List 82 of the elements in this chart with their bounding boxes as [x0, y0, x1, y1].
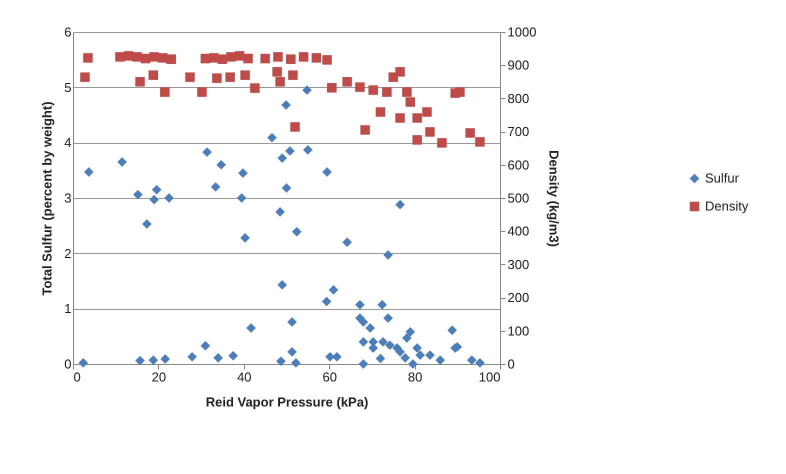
- point: [124, 51, 134, 61]
- point: [368, 85, 378, 95]
- y2-tick-label: 1000: [508, 24, 536, 40]
- y-tick-label: 2: [64, 246, 72, 261]
- point: [149, 52, 159, 62]
- y2-tick-label: 300: [508, 256, 530, 272]
- point: [290, 122, 300, 132]
- point: [312, 53, 322, 63]
- y-tick-label: 6: [64, 24, 72, 40]
- y-tick-label: 5: [64, 80, 72, 95]
- point: [83, 53, 93, 63]
- x-tick-label: 20: [152, 370, 166, 384]
- point: [422, 107, 432, 117]
- y-axis-title: Total Sulfur (percent by weight): [39, 101, 54, 296]
- y-tick-label: 0: [64, 356, 72, 372]
- point: [360, 125, 370, 135]
- y2-tick-label: 200: [508, 290, 530, 306]
- point: [250, 83, 260, 93]
- point: [225, 72, 235, 82]
- point: [465, 128, 475, 138]
- x-tick-label: 40: [237, 370, 252, 384]
- point: [395, 67, 405, 77]
- point: [158, 53, 168, 63]
- y2-tick-label: 100: [508, 323, 530, 338]
- x-axis-title: Reid Vapor Pressure (kPa): [206, 394, 368, 410]
- point: [342, 77, 352, 87]
- point: [226, 52, 236, 62]
- point: [395, 113, 405, 123]
- point: [132, 52, 142, 62]
- point: [148, 70, 158, 80]
- point: [475, 137, 485, 147]
- point: [260, 54, 270, 64]
- point: [243, 54, 253, 64]
- point: [327, 83, 337, 93]
- x-tick-label: 80: [408, 370, 422, 384]
- y2-tick-label: 700: [508, 124, 530, 140]
- point: [288, 70, 298, 80]
- legend-label: Sulfur: [705, 170, 740, 186]
- point: [234, 51, 244, 61]
- point: [455, 87, 465, 97]
- point: [322, 55, 332, 65]
- point: [240, 70, 250, 80]
- y2-tick-label: 0: [508, 356, 515, 372]
- point: [185, 72, 195, 82]
- point: [355, 82, 365, 92]
- point: [197, 87, 207, 97]
- y-tick-label: 3: [64, 190, 72, 206]
- point: [212, 73, 222, 83]
- y2-tick-label: 600: [508, 157, 530, 172]
- x-tick-label: 100: [478, 370, 500, 384]
- point: [218, 54, 228, 64]
- point: [209, 53, 219, 63]
- point: [376, 107, 386, 117]
- point: [412, 135, 422, 145]
- point: [166, 54, 176, 64]
- point: [437, 138, 447, 148]
- point: [382, 87, 392, 97]
- point: [275, 77, 285, 87]
- point: [115, 52, 125, 62]
- point: [80, 72, 90, 82]
- point: [272, 67, 282, 77]
- y2-axis-title: Density (kg/m3): [546, 150, 562, 247]
- point: [200, 54, 210, 64]
- point: [273, 52, 283, 62]
- y2-tick-label: 400: [508, 224, 530, 239]
- point: [425, 127, 435, 137]
- point: [286, 54, 296, 64]
- point: [412, 113, 422, 123]
- y-tick-label: 4: [64, 135, 72, 150]
- point: [406, 97, 416, 107]
- point: [135, 77, 145, 87]
- point: [140, 54, 150, 64]
- x-tick-label: 60: [322, 370, 337, 384]
- y2-tick-label: 800: [508, 90, 530, 106]
- x-tick-label: 0: [74, 370, 81, 384]
- point: [160, 87, 170, 97]
- y2-tick-label: 900: [508, 58, 530, 73]
- point: [298, 52, 308, 62]
- legend-label: Density: [705, 198, 749, 214]
- point: [402, 87, 412, 97]
- y2-tick-label: 500: [508, 190, 530, 206]
- y-tick-label: 1: [64, 301, 72, 316]
